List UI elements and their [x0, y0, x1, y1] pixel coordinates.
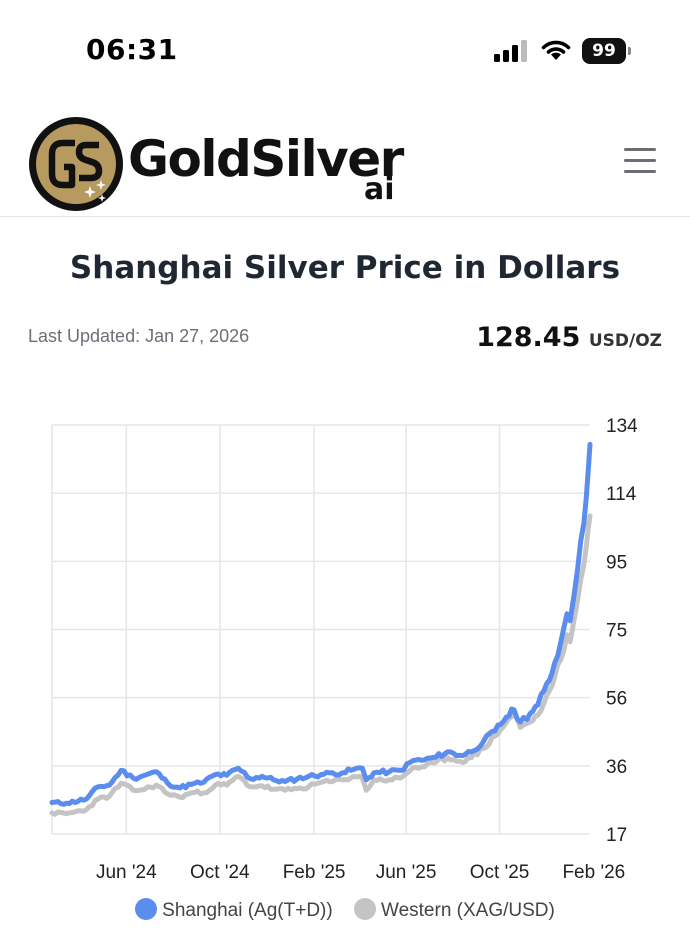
legend-label-western: Western (XAG/USD): [380, 900, 555, 921]
chart-legend: Shanghai (Ag(T+D)) Western (XAG/USD): [0, 898, 690, 928]
page-title: Shanghai Silver Price in Dollars: [69, 250, 621, 286]
legend-item-western[interactable]: Western (XAG/USD): [353, 898, 555, 922]
x-tick-label: Feb '26: [562, 862, 625, 883]
x-tick-label: Oct '24: [190, 862, 250, 883]
price-chart-svg[interactable]: 134 114 95 75 56 36 17 Jun '24 Oct '24 Feb '25 Jun…: [0, 400, 690, 900]
series-line-shanghai: [49, 441, 593, 807]
y-tick-label: 75: [606, 621, 627, 642]
logo-subtext: ai: [364, 172, 395, 207]
current-price: 128.45 USD/OZ: [476, 322, 662, 353]
x-tick-label: Feb '25: [283, 862, 346, 883]
y-tick-label: 95: [606, 552, 627, 573]
wifi-icon: [541, 40, 571, 60]
battery-icon: 99: [582, 38, 631, 64]
status-time: 06:31: [86, 33, 178, 66]
x-tick-label: Jun '24: [96, 862, 157, 883]
battery-tip: [628, 47, 631, 55]
x-tick-label: Jun '25: [376, 862, 437, 883]
status-bar: 06:31 99: [0, 0, 690, 100]
legend-dot-western: [353, 898, 376, 920]
legend-dot-shanghai: [135, 898, 158, 920]
y-tick-label: 56: [606, 689, 627, 710]
price-value: 128.45: [476, 322, 581, 353]
signal-icon: [494, 40, 527, 62]
price-chart[interactable]: 134 114 95 75 56 36 17 Jun '24 Oct '24 Feb '25 Jun…: [0, 400, 690, 940]
site-logo[interactable]: GoldSilver ai: [28, 112, 404, 212]
price-unit: USD/OZ: [588, 331, 662, 351]
battery-level: 99: [582, 38, 626, 64]
series-line-western: [49, 513, 593, 817]
hamburger-menu-icon[interactable]: [620, 144, 660, 178]
y-tick-label: 114: [606, 484, 637, 505]
logo-text: GoldSilver: [128, 130, 404, 188]
site-header: GoldSilver ai: [0, 108, 690, 217]
x-tick-label: Oct '25: [470, 862, 530, 883]
y-tick-label: 134: [606, 416, 638, 437]
y-tick-label: 17: [606, 825, 627, 846]
logo-mark-icon: [29, 117, 123, 211]
last-updated: Last Updated: Jan 27, 2026: [28, 326, 250, 346]
legend-label-shanghai: Shanghai (Ag(T+D)): [162, 900, 333, 921]
legend-item-shanghai[interactable]: Shanghai (Ag(T+D)): [135, 898, 333, 922]
y-tick-label: 36: [606, 757, 627, 778]
